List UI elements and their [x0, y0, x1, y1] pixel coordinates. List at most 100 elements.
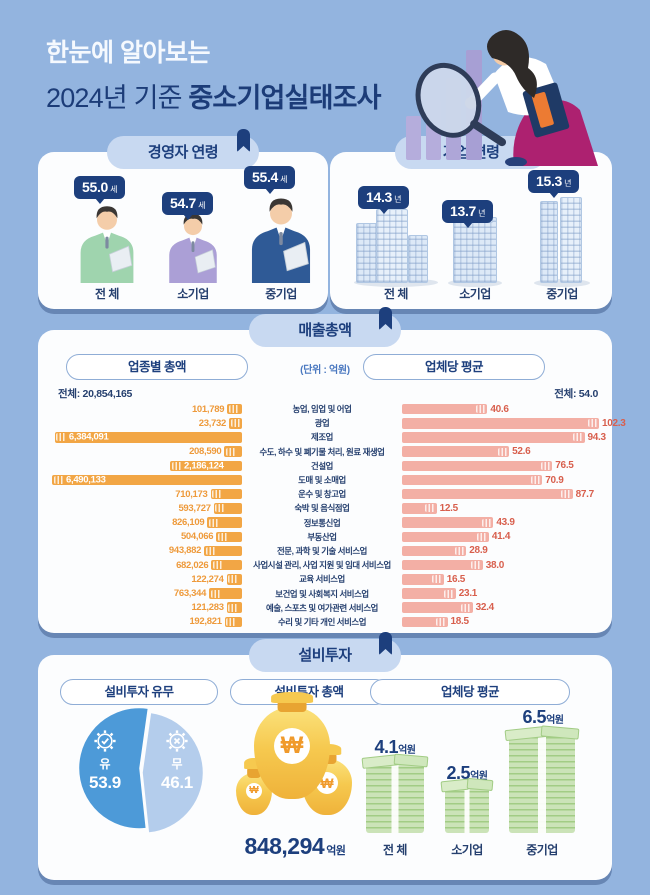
- coin-icon: [540, 461, 551, 470]
- page-title-line2: 2024년 기준 중소기업실태조사: [46, 76, 382, 115]
- avg-bar: [402, 588, 456, 599]
- avg-cell: 23.1: [402, 588, 604, 599]
- total-value-inside: 2,186,124: [184, 460, 224, 472]
- bookmark-icon: [237, 129, 250, 152]
- coin-icon: [212, 561, 223, 570]
- ceo-age-title: 경영자 연령: [147, 144, 219, 161]
- industry-label: 광업: [314, 418, 330, 429]
- sales-title: 매출총액: [298, 322, 352, 339]
- invest-total-unit: 억원: [326, 845, 346, 857]
- sales-row: 710,173 710,173 운수 및 창고업 87.7: [46, 487, 604, 501]
- company-age-badge-small: 13.7 년: [442, 200, 494, 223]
- company-label-small: 소기업: [459, 287, 491, 301]
- total-value: 101,789: [191, 403, 225, 415]
- avg-cell: 28.9: [402, 545, 604, 556]
- avg-value: 94.3: [587, 431, 607, 443]
- invest-avg-pill: 업체당 평균: [370, 679, 570, 705]
- avg-label-medium: 중기업: [526, 843, 558, 857]
- coin-icon: [228, 575, 239, 584]
- avg-cell: 40.6: [402, 404, 604, 415]
- total-cell: 826,109 826,109: [46, 517, 242, 528]
- total-bar: 710,173: [210, 488, 242, 500]
- sales-row: 682,026 682,026 사업시설 관리, 사업 지원 및 임대 서비스업…: [46, 558, 604, 572]
- company-age-badge-medium: 15.3 년: [528, 170, 580, 193]
- pie-no-value: 46.1: [161, 773, 193, 792]
- total-bar: 208,590: [224, 446, 242, 457]
- sales-unit-note: (단위 : 억원): [300, 365, 350, 376]
- total-cell: 2,186,124 2,186,124: [46, 460, 242, 472]
- coin-icon: [471, 561, 482, 570]
- avg-bar: [402, 602, 473, 613]
- total-value: 504,066: [180, 531, 214, 543]
- pie-svg: [79, 708, 203, 833]
- total-bar: 101,789: [227, 403, 242, 415]
- total-cell: 593,727 593,727: [46, 503, 242, 514]
- ceo-age-unit-total: 세: [110, 185, 118, 194]
- money-bag-icon-big: ₩: [254, 707, 330, 799]
- avg-unit-total: 억원: [398, 745, 416, 756]
- avg-cell: 16.5: [402, 574, 604, 585]
- company-age-card: 기업 연령 14.3년 13.7년 15.3년 전 체 소기업 중기업: [330, 129, 612, 309]
- industry-label: 농업, 임업 및 어업: [292, 404, 352, 415]
- avg-number-medium: 6.5: [522, 707, 547, 727]
- pie-slice-yes: [79, 708, 148, 829]
- industry-label: 전문, 과학 및 기술 서비스업: [277, 545, 367, 556]
- coin-icon: [205, 546, 216, 555]
- total-value: 710,173: [175, 488, 208, 500]
- company-label-total: 전 체: [384, 287, 408, 301]
- total-bar: 504,066: [216, 531, 242, 543]
- total-bar: 593,727: [213, 503, 242, 514]
- sales-right-header-pill: 업체당 평균: [363, 354, 545, 380]
- title-survey-name: 중소기업실태조사: [188, 83, 381, 113]
- industry-label: 교육 서비스업: [299, 574, 345, 585]
- avg-bar: [402, 545, 467, 557]
- total-bar: 2,186,124: [170, 460, 242, 472]
- coin-icon: [226, 617, 237, 626]
- avg-number-total: 4.1: [374, 737, 399, 757]
- sales-row: 6,490,133 6,490,133 도매 및 소매업 70.9: [46, 473, 604, 487]
- sales-row: 121,283 121,283 예술, 스포츠 및 여가관련 서비스업 32.4: [46, 601, 604, 615]
- company-age-unit-small: 년: [478, 209, 486, 218]
- avg-bar: [402, 616, 448, 628]
- coin-icon: [210, 589, 221, 598]
- coin-icon: [444, 589, 455, 598]
- total-bar: 192,821: [224, 616, 242, 628]
- industry-label: 제조업: [311, 432, 333, 443]
- total-value: 826,109: [172, 517, 205, 529]
- industry-label: 예술, 스포츠 및 여가관련 서비스업: [266, 602, 378, 613]
- ceo-age-title-pill: 경영자 연령: [107, 129, 259, 169]
- avg-cell: 87.7: [402, 489, 604, 500]
- total-value: 208,590: [189, 446, 222, 458]
- total-cell: 6,384,091 6,384,091: [46, 432, 242, 443]
- avg-bar: [402, 432, 585, 443]
- invest-total-amount: 848,294 억원: [220, 833, 370, 860]
- industry-label: 숙박 및 음식점업: [294, 503, 350, 514]
- building-icon-total: [354, 203, 438, 287]
- hair-shape: [487, 30, 537, 98]
- total-bar: 121,283: [226, 602, 242, 613]
- sales-row: 192,821 192,821 수리 및 기타 개인 서비스업 18.5: [46, 615, 604, 629]
- invest-has-pill: 설비투자 유무: [60, 679, 218, 705]
- avg-unit-small: 억원: [470, 771, 488, 782]
- company-age-value-medium: 15.3: [536, 173, 563, 189]
- avg-cell: 32.4: [402, 602, 604, 613]
- sales-card: 매출총액 업종별 총액 (단위 : 억원) 업체당 평균 전체: 20,854,…: [38, 307, 626, 633]
- avg-label-total: 전 체: [383, 843, 407, 857]
- sales-row: 101,789 101,789 농업, 임업 및 어업 40.6: [46, 402, 604, 416]
- page-title-line1: 한눈에 알아보는: [46, 39, 210, 67]
- total-cell: 192,821 192,821: [46, 616, 242, 627]
- analyst-with-magnifier-illustration: [406, 30, 598, 166]
- invest-card: 설비투자 설비투자 유무 설비투자 총액 업체당 평균: [38, 632, 612, 880]
- avg-bar: [402, 403, 488, 415]
- coin-icon: [228, 603, 239, 612]
- building-icon-medium: [534, 193, 590, 287]
- sales-title-pill: 매출총액: [249, 307, 401, 347]
- sales-row: 504,066 504,066 부동산업 41.4: [46, 530, 604, 544]
- sales-right-total: 전체: 54.0: [554, 388, 598, 400]
- avg-bar: [402, 474, 543, 486]
- total-bar: 943,882: [204, 545, 242, 557]
- total-cell: 6,490,133 6,490,133: [46, 475, 242, 486]
- ceo-age-card: 경영자 연령 55.0 세 54.7 세 55.4 세 전 체 소기업 중기업: [38, 129, 328, 309]
- total-bar: 6,490,133: [52, 475, 242, 486]
- total-cell: 23,732 23,732: [46, 418, 242, 429]
